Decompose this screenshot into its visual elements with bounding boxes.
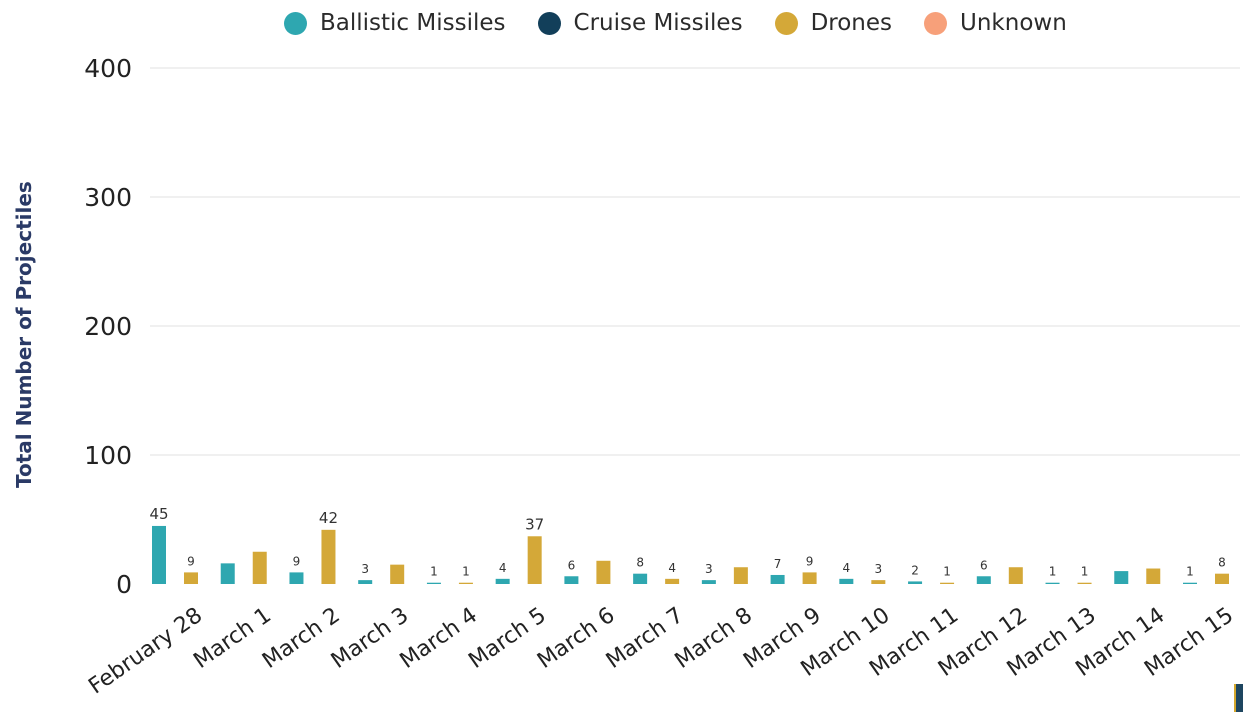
legend: Ballistic Missiles Cruise Missiles Drone… [284,6,1099,40]
x-tick-label: February 28 [84,603,207,699]
bar-drones[interactable] [871,580,886,584]
y-tick-labels: 0 100 200 300 400 [84,54,132,599]
data-label: 1 [1081,565,1089,579]
data-label: 2 [911,563,919,577]
data-label: 3 [705,562,713,576]
x-tick-label: March 1 [189,603,275,674]
bar-ballistic-missiles[interactable] [426,582,441,584]
grid-lines [150,67,1240,456]
y-tick-label: 400 [84,54,132,83]
data-label: 6 [568,558,576,572]
bar-drones[interactable] [802,572,817,584]
data-label: 42 [319,509,338,527]
bar-drones[interactable] [321,529,336,584]
bar-ballistic-missiles[interactable] [908,581,923,584]
bar-drones[interactable] [940,582,955,584]
x-tick-label: March 8 [671,603,757,674]
y-tick-label: 0 [116,570,132,599]
data-label: 1 [1049,565,1057,579]
y-tick-label: 200 [84,312,132,341]
bar-drones[interactable] [252,551,267,584]
bar-drones[interactable] [1077,582,1092,584]
data-label: 4 [843,561,851,575]
bar-ballistic-missiles[interactable] [1114,571,1129,584]
bars [152,525,1229,584]
data-label: 3 [361,562,369,576]
legend-label: Cruise Missiles [573,10,743,36]
bar-drones[interactable] [733,567,748,584]
bar-drones[interactable] [527,536,542,584]
legend-item-unknown[interactable]: Unknown [924,10,1067,36]
legend-label: Unknown [960,10,1067,36]
bar-drones[interactable] [665,578,680,584]
legend-swatch-drones [774,11,798,35]
data-label: 1 [462,565,470,579]
data-label: 6 [980,558,988,572]
bar-drones[interactable] [458,582,473,584]
legend-label: Ballistic Missiles [320,10,506,36]
data-label: 7 [774,557,782,571]
data-label: 3 [875,562,883,576]
data-label: 37 [525,515,544,533]
bar-ballistic-missiles[interactable] [976,576,991,584]
y-tick-label: 300 [84,183,132,212]
data-label: 1 [943,565,951,579]
legend-swatch-ballistic-missiles [284,11,307,35]
x-tick-label: March 5 [464,603,550,674]
bar-ballistic-missiles[interactable] [701,580,716,584]
bar-ballistic-missiles[interactable] [564,576,579,584]
x-tick-label: March 7 [602,603,688,674]
bar-drones[interactable] [390,564,405,584]
bar-ballistic-missiles[interactable] [633,573,648,584]
x-tick-label: March 4 [396,603,482,674]
data-label: 8 [636,556,644,570]
bar-drones[interactable] [1146,568,1161,584]
bar-drones[interactable] [1008,567,1023,584]
legend-label: Drones [810,10,893,36]
data-label: 9 [187,554,195,568]
x-tick-label: March 3 [327,603,413,674]
bar-ballistic-missiles[interactable] [358,580,373,584]
x-tick-label: March 6 [533,603,619,674]
bar-ballistic-missiles[interactable] [220,563,235,584]
data-label: 45 [149,505,168,523]
bar-ballistic-missiles[interactable] [839,578,854,584]
bar-ballistic-missiles[interactable] [1045,582,1060,584]
legend-item-drones[interactable]: Drones [774,10,893,36]
bar-ballistic-missiles[interactable] [495,578,510,584]
data-label: 4 [668,561,676,575]
bar-ballistic-missiles[interactable] [289,572,304,584]
legend-swatch-cruise-missiles [537,11,561,35]
corner-mark [1234,684,1243,712]
x-tick-label: March 2 [258,603,344,674]
data-label: 1 [1186,565,1194,579]
data-label: 8 [1218,556,1226,570]
legend-item-cruise-missiles[interactable]: Cruise Missiles [537,10,743,36]
data-label: 9 [293,554,301,568]
bar-drones[interactable] [596,560,611,584]
data-label: 4 [499,561,507,575]
bar-ballistic-missiles[interactable] [770,574,785,584]
data-label: 1 [430,565,438,579]
legend-item-ballistic-missiles[interactable]: Ballistic Missiles [284,10,506,36]
data-label: 9 [806,554,814,568]
legend-swatch-unknown [924,11,948,35]
bar-drones[interactable] [1215,573,1229,584]
bar-ballistic-missiles[interactable] [152,525,166,584]
bar-drones[interactable] [184,572,198,584]
bar-ballistic-missiles[interactable] [1183,582,1197,584]
y-tick-label: 100 [84,441,132,470]
